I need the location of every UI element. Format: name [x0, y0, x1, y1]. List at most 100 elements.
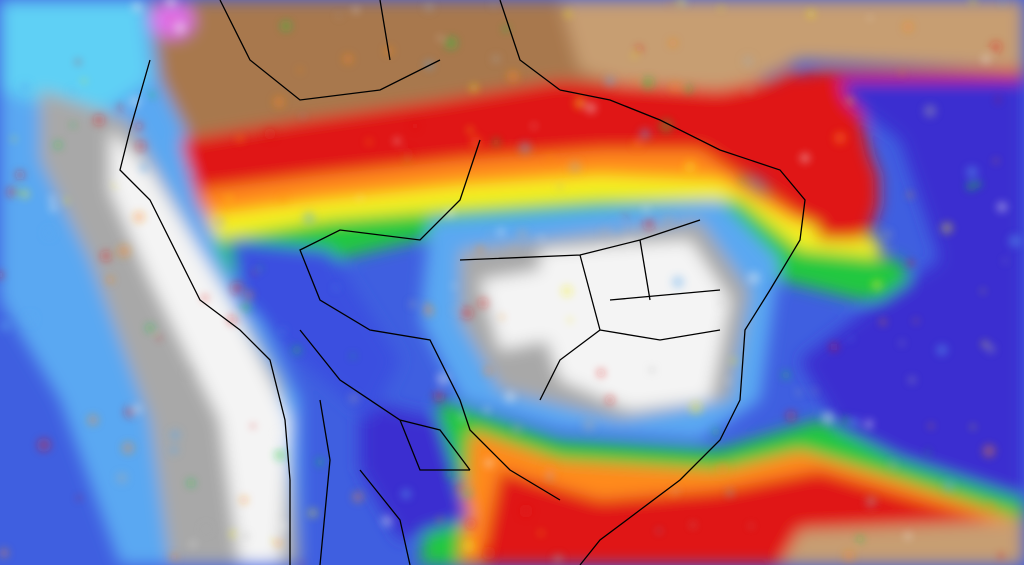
border-north	[219, 0, 561, 101]
speckle	[365, 138, 373, 146]
speckle	[145, 323, 155, 333]
speckle	[639, 128, 651, 140]
speckle	[970, 424, 976, 430]
speckle	[81, 78, 87, 84]
speckle	[134, 121, 144, 131]
speckle	[600, 228, 608, 236]
speckle	[458, 413, 466, 421]
speckle	[169, 429, 181, 441]
speckle	[989, 40, 1003, 54]
speckle	[135, 140, 147, 152]
speckle	[17, 189, 23, 195]
speckle	[995, 97, 1001, 103]
speckle	[671, 275, 685, 289]
speckle	[274, 449, 286, 461]
speckle	[170, 18, 176, 24]
speckle	[641, 76, 655, 90]
speckle	[273, 538, 283, 548]
speckle	[352, 491, 364, 503]
speckle	[649, 367, 655, 373]
speckle	[214, 216, 226, 228]
speckle	[451, 307, 457, 313]
speckle	[118, 171, 128, 181]
speckle	[271, 538, 275, 542]
speckle	[437, 35, 443, 41]
speckle	[462, 488, 472, 498]
speckle	[833, 131, 847, 145]
speckle	[928, 423, 934, 429]
speckle	[569, 161, 581, 173]
speckle	[596, 368, 606, 378]
speckle	[423, 302, 431, 310]
speckle	[229, 530, 237, 538]
speckle	[186, 478, 196, 488]
speckle	[297, 67, 303, 73]
speckle	[87, 414, 99, 426]
speckle	[632, 139, 642, 149]
speckle	[48, 203, 58, 213]
speckle	[748, 523, 754, 529]
speckle	[997, 552, 1005, 560]
speckle	[899, 70, 905, 76]
speckle	[747, 88, 753, 94]
speckle	[299, 561, 305, 565]
speckle	[561, 285, 573, 297]
speckle	[488, 232, 492, 236]
speckle	[996, 201, 1008, 213]
speckle	[662, 215, 674, 227]
speckle	[117, 103, 125, 111]
speckle	[280, 20, 292, 32]
speckle	[462, 539, 476, 553]
speckle	[726, 489, 734, 497]
speckle	[982, 444, 996, 458]
speckle	[43, 227, 55, 239]
speckle	[904, 532, 912, 540]
speckle	[730, 357, 738, 365]
speckle	[864, 419, 874, 429]
speckle	[460, 306, 474, 320]
speckle	[829, 342, 839, 352]
speckle	[350, 353, 356, 359]
speckle	[849, 416, 861, 428]
speckle	[302, 211, 316, 225]
speckle	[656, 528, 662, 534]
speckle	[270, 426, 284, 440]
speckle	[819, 230, 825, 236]
speckle	[491, 54, 501, 64]
speckle	[631, 53, 637, 59]
speckle	[6, 186, 18, 198]
speckle	[846, 97, 854, 105]
speckle	[342, 53, 354, 65]
border-bolivia	[299, 329, 471, 471]
speckle	[546, 154, 554, 162]
speckle	[796, 389, 802, 395]
border-brazil-west	[299, 139, 561, 501]
speckle	[403, 148, 413, 158]
speckle	[981, 340, 989, 348]
speckle	[69, 88, 75, 94]
speckle	[11, 136, 17, 142]
speckle	[718, 300, 724, 306]
speckle	[669, 490, 677, 498]
speckle	[923, 104, 937, 118]
speckle	[70, 122, 76, 128]
speckle	[188, 169, 194, 175]
speckle	[573, 96, 587, 110]
speckle	[683, 84, 693, 94]
speckle	[138, 162, 150, 174]
speckle	[433, 390, 445, 402]
speckle	[37, 438, 51, 452]
speckle	[969, 0, 977, 5]
speckle	[504, 391, 516, 403]
band-white-coast	[110, 130, 290, 565]
speckle	[865, 496, 877, 508]
speckle	[437, 517, 443, 523]
speckle	[506, 69, 520, 83]
speckle	[987, 501, 995, 509]
speckle	[907, 259, 915, 267]
speckle	[981, 54, 991, 64]
band-white-west-center	[480, 270, 550, 350]
